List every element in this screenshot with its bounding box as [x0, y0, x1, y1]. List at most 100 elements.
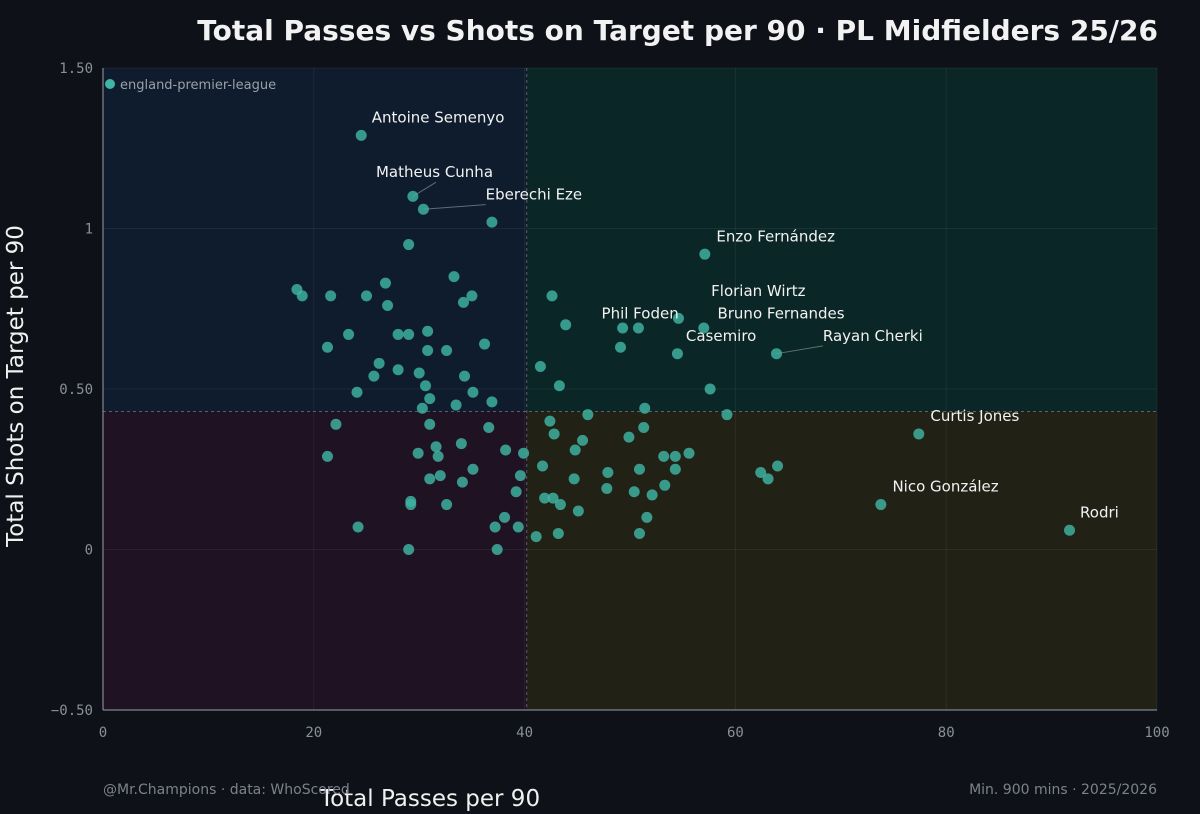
data-point: [403, 239, 415, 251]
data-point: [486, 396, 498, 408]
data-point: [486, 216, 498, 228]
data-point: [479, 338, 491, 350]
quadrant-top-left: [103, 68, 527, 412]
data-point: [441, 499, 453, 511]
x-axis-label: Total Passes per 90: [319, 786, 540, 812]
data-point-labeled: [698, 322, 710, 334]
data-point: [382, 300, 394, 312]
data-point: [683, 447, 695, 459]
data-point-labeled: [417, 203, 429, 215]
data-point: [413, 367, 425, 379]
data-point: [330, 418, 342, 430]
player-labels: Antoine Semenyo Matheus Cunha Eberechi Eze…: [372, 109, 1119, 522]
data-point: [552, 527, 564, 539]
player-label: Rodri: [1080, 503, 1119, 521]
data-point: [553, 380, 565, 392]
quadrant-top-right: [526, 68, 1157, 412]
data-point: [424, 418, 436, 430]
data-point: [544, 415, 556, 427]
data-point: [457, 296, 469, 308]
x-tick-label: 60: [727, 725, 744, 741]
data-point: [434, 470, 446, 482]
x-tick-label: 80: [938, 725, 955, 741]
data-point: [658, 450, 670, 462]
data-point: [430, 441, 442, 453]
y-tick-labels: −0.50 0 0.50 1 1.50: [51, 61, 93, 719]
data-point: [669, 463, 681, 475]
data-point: [405, 499, 417, 511]
data-point: [351, 386, 363, 398]
data-point: [628, 486, 640, 498]
data-point-labeled: [771, 348, 783, 360]
data-point: [548, 428, 560, 440]
quadrant-bottom-left: [103, 411, 527, 710]
data-point-labeled: [355, 129, 367, 141]
data-point: [322, 341, 334, 353]
player-label: Enzo Fernández: [716, 227, 835, 245]
y-tick-label: 0.50: [59, 382, 93, 398]
leader-line: [423, 204, 486, 210]
data-point: [633, 527, 645, 539]
data-point: [466, 290, 478, 302]
axes: [102, 68, 1157, 711]
data-point: [704, 383, 716, 395]
data-point: [424, 473, 436, 485]
data-point: [601, 483, 613, 495]
quadrant-split-lines: [103, 68, 1157, 710]
data-point: [416, 402, 428, 414]
player-label: Casemiro: [686, 327, 757, 345]
data-point: [491, 544, 503, 555]
data-point: [510, 486, 522, 498]
data-point-labeled: [617, 322, 629, 334]
data-point: [343, 328, 355, 340]
x-tick-label: 100: [1144, 725, 1169, 741]
data-point: [615, 341, 627, 353]
data-point: [560, 319, 572, 331]
data-point: [373, 357, 385, 369]
data-point: [530, 531, 542, 543]
data-point: [772, 460, 784, 472]
data-point: [325, 290, 337, 302]
data-point: [534, 361, 546, 373]
data-point: [352, 521, 364, 533]
footer-note: Min. 900 mins · 2025/2026: [969, 782, 1157, 798]
data-point: [422, 344, 434, 356]
data-point-labeled: [671, 348, 683, 360]
data-point: [546, 290, 558, 302]
data-point: [602, 466, 614, 478]
x-tick-label: 20: [305, 725, 322, 741]
data-point-labeled: [913, 428, 925, 440]
player-label: Bruno Fernandes: [717, 304, 844, 322]
player-label: Eberechi Eze: [486, 186, 583, 204]
data-point: [499, 511, 511, 523]
quadrant-backgrounds: [103, 68, 1157, 710]
x-tick-labels: 0 20 40 60 80 100: [99, 725, 1170, 741]
data-point: [572, 505, 584, 517]
data-point-labeled: [407, 190, 419, 202]
data-point: [489, 521, 501, 533]
data-point: [403, 328, 415, 340]
data-point: [518, 447, 530, 459]
credit-text: @Mr.Champions · data: WhoScored: [103, 782, 350, 798]
data-point-labeled: [875, 499, 887, 511]
data-point: [755, 466, 767, 478]
x-tick-label: 40: [516, 725, 533, 741]
data-point: [577, 434, 589, 446]
data-point: [569, 444, 581, 456]
data-point: [554, 499, 566, 511]
data-point: [361, 290, 372, 302]
data-point: [450, 399, 462, 411]
player-label: Nico González: [892, 478, 998, 496]
data-point: [568, 473, 580, 485]
data-point: [322, 450, 334, 462]
data-point: [456, 476, 468, 488]
data-point: [422, 325, 434, 337]
data-point: [467, 463, 479, 475]
data-point: [633, 463, 645, 475]
data-point: [392, 328, 404, 340]
data-point: [459, 370, 471, 382]
data-point: [412, 447, 424, 459]
y-tick-label: 1.50: [59, 61, 93, 77]
leader-line: [776, 345, 823, 355]
data-point: [623, 431, 635, 443]
